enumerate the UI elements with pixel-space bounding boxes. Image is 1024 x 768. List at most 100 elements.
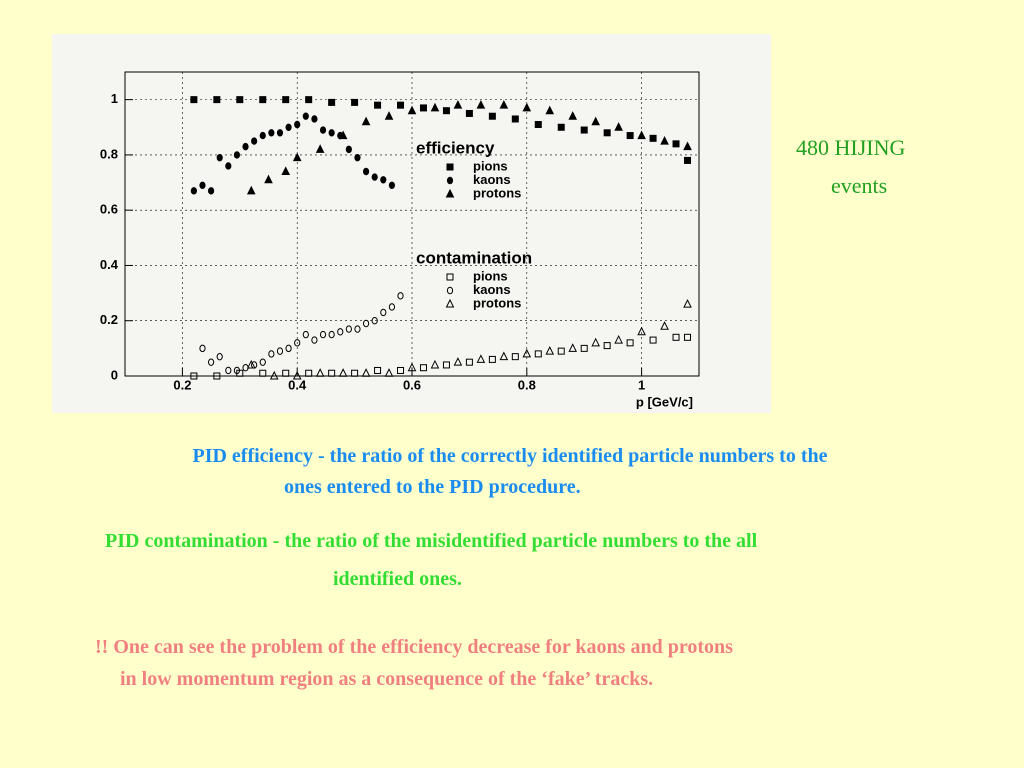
note-line: !! One can see the problem of the effici… [95, 636, 733, 658]
data-point [233, 366, 241, 375]
legend-marker [446, 286, 454, 295]
data-point [488, 112, 496, 120]
data-point [302, 330, 309, 339]
y-tick-label: 0.2 [100, 312, 118, 327]
data-point [442, 107, 450, 115]
data-point [328, 129, 335, 137]
data-point [374, 366, 382, 374]
data-point [319, 330, 327, 339]
data-point [337, 328, 344, 336]
data-point [442, 361, 450, 369]
data-point [407, 105, 417, 115]
data-point [660, 135, 669, 145]
data-point [236, 96, 244, 104]
data-point [246, 359, 256, 369]
data-point [259, 96, 267, 104]
chart: 0 0.2 0.4 0.6 0.8 1 0.2 0.4 0.6 0.8 1 p [GeV/c] effi… [100, 71, 700, 409]
data-point [268, 350, 275, 358]
data-point [614, 334, 623, 344]
data-point [311, 115, 318, 123]
data-point [292, 152, 302, 162]
data-point [453, 357, 463, 366]
data-point [338, 130, 348, 140]
data-point [338, 368, 348, 377]
x-tick-label: 0.8 [518, 377, 536, 392]
data-point [264, 174, 273, 184]
data-point [534, 350, 542, 358]
legend-marker [445, 298, 455, 308]
data-point [568, 111, 578, 120]
data-point [476, 100, 486, 109]
data-point [213, 372, 221, 380]
legend-label: kaons [473, 172, 511, 187]
data-point [557, 123, 565, 131]
x-tick-label: 0.4 [288, 377, 307, 392]
data-point [499, 351, 509, 361]
data-point [603, 342, 611, 350]
data-point [684, 333, 692, 341]
note-line: PID efficiency - the ratio of the correc… [192, 445, 828, 467]
data-point [453, 100, 463, 109]
data-point [328, 330, 335, 339]
data-point [419, 364, 427, 372]
data-point [328, 369, 336, 377]
data-point [430, 359, 440, 369]
y-tick-label: 0.6 [100, 202, 118, 217]
data-point [499, 100, 509, 109]
x-axis-title: p [GeV/c] [636, 394, 693, 409]
data-point [208, 187, 215, 195]
y-tick-label: 0.8 [100, 146, 118, 161]
data-point [388, 181, 396, 190]
legend-title: efficiency [416, 138, 495, 157]
data-point [354, 325, 361, 333]
data-point [626, 339, 634, 347]
data-point [407, 362, 417, 372]
x-tick-label: 1 [638, 377, 645, 392]
data-point [216, 352, 223, 361]
chart-panel [52, 34, 771, 413]
data-point [534, 121, 542, 129]
data-point [305, 96, 313, 104]
data-point [281, 166, 291, 175]
data-point [591, 116, 600, 126]
data-point [388, 303, 396, 311]
data-point [522, 102, 532, 112]
data-point [672, 333, 680, 341]
data-point [637, 130, 646, 140]
note-line: ones entered to the PID procedure. [284, 476, 581, 498]
annotation: events [831, 173, 888, 198]
data-point [374, 101, 382, 109]
data-point [488, 355, 496, 363]
data-point [199, 344, 206, 353]
data-point [208, 358, 215, 366]
data-point [213, 96, 221, 104]
data-point [684, 156, 692, 164]
data-point [397, 101, 405, 109]
data-point [511, 115, 519, 123]
data-point [361, 116, 371, 126]
note-line: PID contamination - the ratio of the mis… [105, 530, 758, 552]
data-point [649, 134, 657, 142]
data-point [246, 185, 256, 195]
data-point [362, 319, 370, 328]
legend-marker [446, 163, 454, 171]
legend-marker [446, 273, 454, 281]
data-point [371, 317, 378, 325]
data-point [380, 308, 387, 317]
x-tick-label: 0.6 [403, 377, 421, 392]
data-point [225, 366, 232, 375]
legend-label: protons [473, 295, 521, 310]
data-point [315, 144, 325, 153]
data-point [476, 354, 486, 363]
note-line: identified ones. [333, 568, 462, 590]
data-point [362, 167, 370, 176]
data-point [397, 366, 405, 374]
data-point [251, 137, 258, 145]
annotation: 480 HIJING [796, 135, 906, 160]
data-point [354, 153, 361, 162]
data-point [384, 368, 394, 377]
data-point [276, 347, 284, 355]
data-point [242, 142, 249, 151]
data-point [683, 141, 692, 151]
